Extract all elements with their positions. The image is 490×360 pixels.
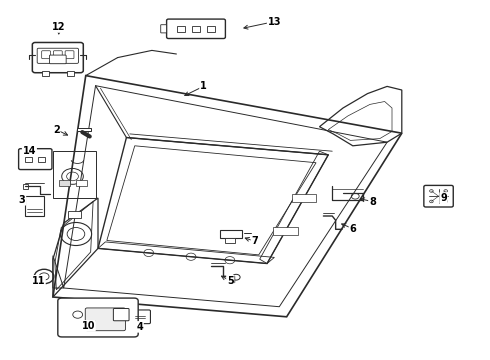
- FancyBboxPatch shape: [129, 310, 150, 324]
- Text: 8: 8: [369, 197, 376, 207]
- Text: 14: 14: [23, 146, 36, 156]
- FancyBboxPatch shape: [85, 308, 125, 331]
- Text: 4: 4: [136, 322, 143, 332]
- Text: 5: 5: [227, 276, 234, 286]
- Bar: [76, 180, 87, 186]
- Text: 13: 13: [268, 17, 281, 27]
- FancyBboxPatch shape: [53, 51, 62, 59]
- Bar: [42, 71, 49, 76]
- FancyBboxPatch shape: [113, 309, 129, 321]
- Bar: [273, 226, 297, 234]
- Bar: [225, 238, 235, 243]
- FancyBboxPatch shape: [424, 185, 453, 207]
- Bar: [59, 180, 70, 186]
- Bar: [220, 230, 242, 238]
- Bar: [25, 157, 32, 162]
- Bar: [77, 128, 91, 131]
- FancyBboxPatch shape: [167, 19, 225, 39]
- FancyBboxPatch shape: [161, 25, 167, 33]
- FancyBboxPatch shape: [19, 149, 52, 170]
- FancyBboxPatch shape: [58, 298, 138, 337]
- Text: 11: 11: [31, 276, 45, 286]
- Text: 9: 9: [440, 193, 447, 203]
- Text: 6: 6: [349, 224, 356, 234]
- Text: 1: 1: [200, 81, 207, 91]
- FancyBboxPatch shape: [49, 55, 66, 64]
- Bar: [67, 71, 74, 76]
- Bar: [177, 26, 185, 32]
- Text: 3: 3: [19, 195, 25, 205]
- Text: 12: 12: [52, 22, 66, 32]
- Bar: [68, 211, 81, 218]
- Text: 2: 2: [53, 125, 60, 135]
- Text: 7: 7: [251, 236, 258, 246]
- FancyBboxPatch shape: [32, 42, 83, 73]
- FancyBboxPatch shape: [37, 48, 78, 63]
- FancyBboxPatch shape: [65, 51, 74, 59]
- Bar: [23, 184, 28, 189]
- Bar: [207, 26, 215, 32]
- FancyBboxPatch shape: [42, 51, 50, 59]
- Bar: [38, 157, 45, 162]
- Bar: [192, 26, 200, 32]
- Text: 10: 10: [81, 321, 95, 331]
- Bar: [292, 194, 316, 202]
